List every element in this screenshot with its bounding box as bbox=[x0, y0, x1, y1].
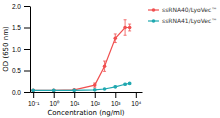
series-line bbox=[33, 28, 129, 91]
error-bar-cap bbox=[93, 82, 96, 83]
x-tick: 10⁴ bbox=[131, 92, 141, 107]
point bbox=[123, 82, 127, 86]
error-bar-cap bbox=[114, 42, 117, 43]
point bbox=[113, 36, 117, 40]
series bbox=[31, 82, 131, 92]
y-tick-label: 1.5 bbox=[12, 24, 21, 31]
error-bar-cap bbox=[103, 61, 106, 62]
point bbox=[31, 88, 35, 92]
point bbox=[72, 88, 76, 92]
x-tick-mark bbox=[54, 92, 55, 98]
legend-item: ssRNA40/LyoVec™ bbox=[148, 6, 217, 14]
error-bar bbox=[114, 86, 117, 88]
point bbox=[113, 85, 117, 89]
error-bar bbox=[114, 34, 117, 43]
series-line bbox=[33, 83, 129, 90]
error-bar bbox=[93, 89, 96, 91]
x-tick-mark bbox=[95, 92, 96, 98]
point bbox=[52, 88, 56, 92]
y-tick: 2.0 bbox=[12, 3, 30, 10]
legend-label: ssRNA41/LyoVec™ bbox=[162, 17, 217, 25]
error-bar bbox=[124, 83, 127, 85]
point bbox=[52, 88, 56, 92]
point bbox=[72, 88, 76, 92]
y-tick: 1.5 bbox=[12, 24, 30, 31]
error-bar bbox=[32, 89, 35, 91]
series bbox=[31, 20, 131, 92]
point bbox=[123, 26, 127, 30]
legend-marker bbox=[152, 19, 156, 23]
legend-item: ssRNA41/LyoVec™ bbox=[148, 17, 217, 25]
error-bar-cap bbox=[114, 33, 117, 34]
y-tick-label: 0.0 bbox=[12, 89, 21, 96]
x-tick: 10¹ bbox=[70, 92, 80, 107]
error-bar bbox=[93, 83, 96, 87]
x-axis: 10⁻¹ 10⁰ 10¹ 10² 10³ 10⁴ bbox=[28, 92, 143, 107]
point bbox=[103, 64, 107, 68]
error-bar bbox=[103, 61, 106, 71]
x-tick: 10⁻¹ bbox=[28, 92, 40, 107]
point bbox=[103, 87, 107, 91]
legend-label: ssRNA40/LyoVec™ bbox=[162, 6, 217, 14]
x-tick-mark bbox=[136, 92, 137, 98]
x-tick-mark bbox=[74, 92, 75, 98]
x-tick: 10³ bbox=[111, 92, 121, 107]
error-bar bbox=[124, 20, 127, 35]
x-tick-mark bbox=[33, 92, 34, 98]
error-bar bbox=[52, 89, 55, 91]
error-bar-cap bbox=[103, 71, 106, 72]
x-axis-line bbox=[31, 92, 143, 93]
point bbox=[128, 26, 132, 30]
marks bbox=[31, 20, 131, 92]
y-tick-mark bbox=[24, 92, 30, 93]
chart: 10⁻¹ 10⁰ 10¹ 10² 10³ 10⁴ 0.0 0.5 1.0 1.5 2.0 Concen… bbox=[0, 0, 220, 118]
error-bar-cap bbox=[124, 35, 127, 36]
point bbox=[93, 88, 97, 92]
point bbox=[128, 82, 132, 86]
legend-marker bbox=[152, 8, 156, 12]
y-tick-label: 2.0 bbox=[12, 3, 21, 10]
y-tick-label: 0.5 bbox=[12, 67, 21, 74]
x-tick: 10⁰ bbox=[50, 92, 60, 107]
error-bar bbox=[103, 88, 106, 90]
x-tick-label: 10² bbox=[91, 100, 101, 107]
y-tick-mark bbox=[24, 71, 30, 72]
x-tick-label: 10¹ bbox=[70, 100, 80, 107]
y-tick-mark bbox=[24, 28, 30, 29]
y-tick: 1.0 bbox=[12, 46, 30, 53]
y-axis-line bbox=[30, 7, 31, 93]
y-axis-title: OD (650 nm) bbox=[2, 26, 10, 72]
x-tick: 10² bbox=[91, 92, 101, 107]
error-bar-cap bbox=[124, 19, 127, 20]
point bbox=[31, 88, 35, 92]
y-tick: 0.0 bbox=[12, 89, 30, 96]
x-tick-label: 10⁴ bbox=[131, 100, 141, 107]
error-bar bbox=[128, 83, 131, 85]
error-bar bbox=[128, 24, 131, 31]
error-bar-cap bbox=[128, 30, 131, 31]
error-bar-cap bbox=[128, 24, 131, 25]
y-tick-label: 1.0 bbox=[12, 46, 21, 53]
x-tick-mark bbox=[115, 92, 116, 98]
y-axis: 0.0 0.5 1.0 1.5 2.0 bbox=[12, 3, 31, 96]
y-tick-mark bbox=[24, 49, 30, 50]
x-tick-label: 10⁰ bbox=[50, 100, 60, 107]
point bbox=[93, 83, 97, 87]
plot: 10⁻¹ 10⁰ 10¹ 10² 10³ 10⁴ 0.0 0.5 1.0 1.5 2.0 bbox=[12, 3, 143, 107]
y-tick-mark bbox=[24, 6, 30, 7]
x-axis-title: Concentration (ng/ml) bbox=[47, 109, 124, 117]
y-tick: 0.5 bbox=[12, 67, 30, 74]
x-tick-label: 10⁻¹ bbox=[28, 100, 40, 107]
legend: ssRNA40/LyoVec™ ssRNA41/LyoVec™ bbox=[148, 6, 217, 25]
x-tick-label: 10³ bbox=[111, 100, 121, 107]
